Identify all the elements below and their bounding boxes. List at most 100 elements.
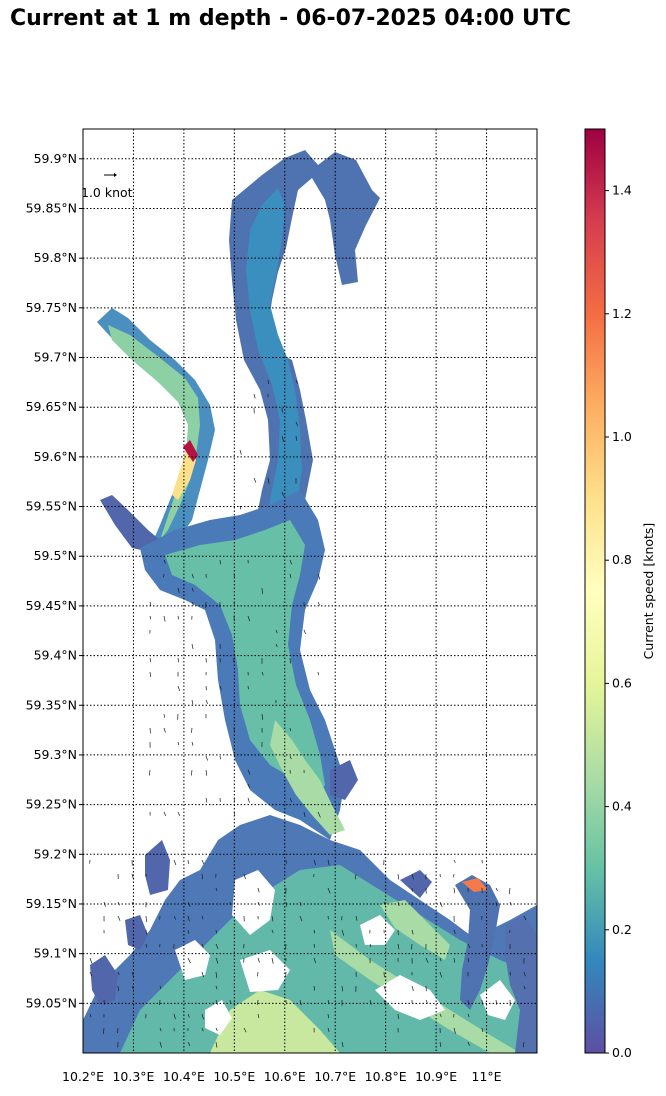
current-vector	[191, 699, 194, 705]
current-vector	[523, 985, 526, 990]
current-vector	[355, 873, 357, 880]
current-vector	[215, 1041, 218, 1048]
current-vector	[295, 421, 298, 426]
current-vector	[369, 943, 372, 948]
current-vector	[303, 811, 306, 818]
colorbar-tick-label: 1.4	[612, 183, 632, 198]
current-vector	[247, 797, 250, 803]
current-vector	[191, 741, 194, 746]
current-vector	[247, 783, 250, 788]
current-vector	[467, 1013, 470, 1018]
current-vector	[149, 615, 152, 620]
current-vector	[267, 477, 270, 484]
current-vector	[317, 573, 321, 580]
current-vector	[201, 971, 204, 978]
current-vector	[201, 1013, 204, 1020]
current-vector	[149, 727, 151, 734]
colorbar-ticks: 0.0 0.2 0.4 0.6 0.8 1.0 1.2 1.4	[605, 183, 632, 1060]
current-vector	[205, 769, 208, 776]
current-vector	[289, 559, 293, 565]
current-vector	[467, 943, 471, 949]
water-east-channel	[380, 900, 450, 960]
current-vector	[163, 559, 166, 564]
lon-tick-label: 10.9°E	[415, 1069, 457, 1084]
current-vector	[149, 671, 152, 677]
current-vector	[439, 1013, 442, 1018]
current-vector	[275, 629, 278, 634]
lat-tick-label: 59.5°N	[34, 548, 77, 563]
current-vector	[187, 1013, 190, 1018]
current-vector	[205, 755, 208, 761]
current-vector	[149, 657, 152, 663]
current-vector	[439, 957, 442, 962]
lat-tick-label: 59.6°N	[34, 449, 77, 464]
current-vector	[267, 379, 270, 385]
current-vector	[215, 943, 219, 949]
current-vector	[295, 379, 298, 384]
lat-tick-label: 59.7°N	[34, 350, 77, 365]
current-vector	[187, 915, 190, 922]
current-vector	[117, 971, 120, 976]
current-vector	[187, 929, 189, 934]
lat-tick-label: 59.45°N	[26, 598, 77, 613]
lat-tick-label: 59.65°N	[26, 399, 77, 414]
land-island-2	[240, 950, 290, 992]
lon-tick-label: 10.3°E	[112, 1069, 154, 1084]
current-vector	[219, 755, 221, 760]
land-island-7	[205, 1000, 232, 1035]
current-vector	[317, 601, 321, 606]
current-vector	[173, 1013, 176, 1020]
lon-tick-label: 10.4°E	[163, 1069, 205, 1084]
current-vector	[145, 915, 147, 922]
current-vector	[253, 393, 256, 399]
current-speed-field	[83, 150, 537, 1053]
current-vector	[89, 1013, 92, 1018]
current-vector	[341, 1041, 344, 1048]
current-vector	[173, 915, 177, 920]
water-islet-2	[330, 760, 358, 800]
current-vector	[439, 901, 443, 908]
lat-tick-label: 59.05°N	[26, 995, 77, 1010]
current-vector	[303, 629, 307, 634]
current-vector	[257, 971, 259, 977]
current-vector	[453, 1027, 456, 1034]
current-vector	[159, 985, 162, 990]
current-vector	[317, 671, 319, 676]
water-fast-core	[183, 440, 198, 462]
current-vector	[467, 957, 470, 963]
current-vector	[257, 887, 260, 893]
current-vector	[467, 1041, 470, 1046]
lon-tick-label: 11°E	[472, 1069, 502, 1084]
colorbar-tick-label: 0.2	[612, 922, 632, 937]
current-vector	[201, 1027, 204, 1032]
current-vector	[229, 999, 231, 1004]
lon-tick-label: 10.5°E	[213, 1069, 255, 1084]
current-vector	[327, 887, 331, 894]
current-vector	[191, 601, 194, 606]
current-vector	[103, 1027, 105, 1034]
current-vector	[271, 915, 274, 922]
current-vector	[453, 887, 456, 894]
current-vector	[397, 873, 400, 880]
current-vector	[177, 811, 181, 816]
current-vector	[299, 915, 303, 922]
current-vector	[411, 985, 414, 992]
land-island-1	[232, 870, 275, 935]
current-vector	[411, 929, 414, 935]
water-west-channel-core	[108, 325, 200, 540]
water-far-west-inlet	[90, 955, 118, 1005]
current-vector	[247, 615, 251, 622]
colorbar-tick-label: 0.6	[612, 675, 632, 690]
reference-arrow-head	[114, 173, 117, 177]
water-far-east	[505, 915, 537, 1053]
current-vector	[215, 971, 218, 978]
current-vector	[187, 957, 191, 964]
current-vector	[523, 915, 527, 921]
current-vector	[369, 999, 372, 1005]
current-vector	[173, 859, 177, 866]
colorbar-tick-label: 1.0	[612, 429, 632, 444]
current-vector	[89, 971, 93, 977]
current-vector	[453, 859, 456, 863]
lat-tick-label: 59.55°N	[26, 499, 77, 514]
current-vector	[295, 435, 298, 441]
